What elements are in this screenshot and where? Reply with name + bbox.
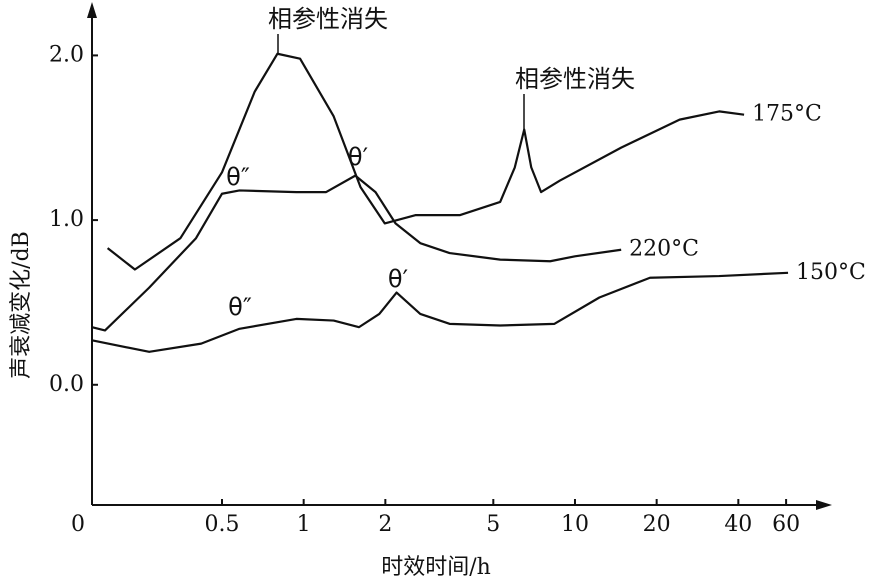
- x-axis-arrow: [816, 500, 832, 510]
- annotation: θ′: [388, 265, 408, 293]
- x-tick-label: 2: [378, 512, 392, 537]
- x-tick-label: 0: [71, 512, 85, 537]
- x-tick-label: 10: [561, 512, 589, 537]
- series-label: 175°C: [752, 102, 822, 127]
- line: [106, 52, 745, 271]
- x-tick-label: 40: [724, 512, 752, 537]
- x-axis-label: 时效时间/h: [381, 555, 491, 580]
- y-tick-label: 2.0: [49, 42, 84, 67]
- line: [91, 174, 622, 332]
- y-tick-label: 0.0: [49, 372, 84, 397]
- y-axis-arrow: [87, 2, 97, 18]
- series-label: 220°C: [629, 237, 699, 262]
- x-tick-label: 0.5: [205, 512, 240, 537]
- annotation: θ′: [348, 143, 368, 171]
- x-tick-label: 60: [772, 512, 800, 537]
- annotation: θ″: [226, 163, 250, 191]
- x-tick-label: 1: [297, 512, 311, 537]
- series-label: 150°C: [796, 260, 866, 285]
- x-tick-label: 5: [486, 512, 500, 537]
- x-tick-label: 20: [643, 512, 671, 537]
- annotation: θ″: [228, 293, 252, 321]
- annotation: 相参性消失: [268, 5, 388, 33]
- y-axis-label: 声衰减变化/dB: [9, 231, 34, 379]
- annotation: 相参性消失: [515, 65, 635, 93]
- line: [91, 271, 789, 353]
- y-tick-label: 1.0: [49, 207, 84, 232]
